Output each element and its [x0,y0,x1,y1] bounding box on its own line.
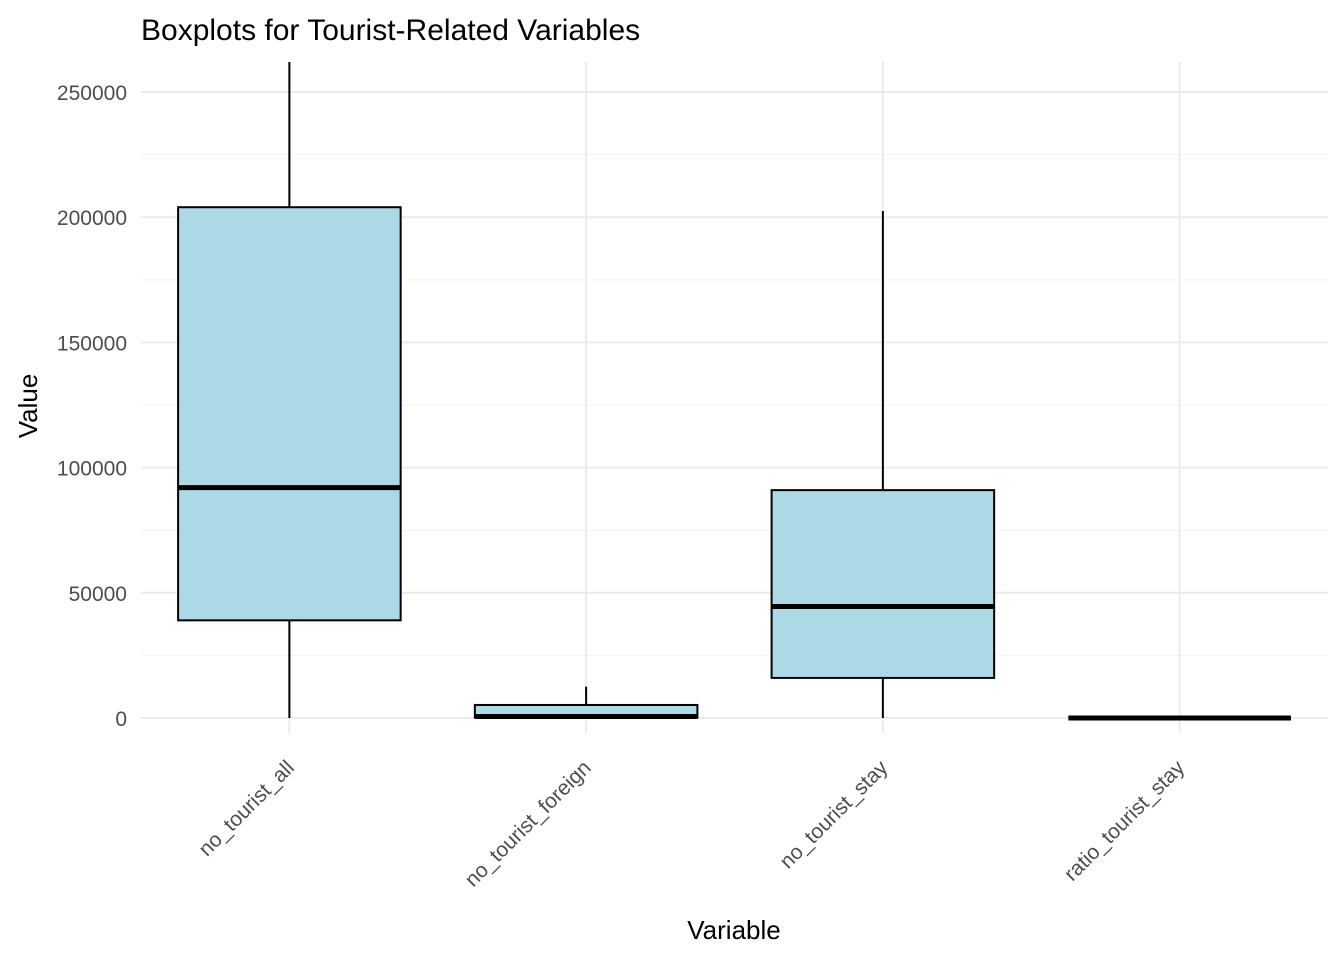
boxes [177,62,1291,721]
x-axis-title: Variable [687,915,780,945]
box-no_tourist_all [177,62,402,718]
y-tick-label: 100000 [57,458,127,481]
x-tick-label: no_tourist_stay [775,756,892,873]
y-axis-title: Value [13,374,43,439]
x-tick-label: ratio_tourist_stay [1060,756,1190,886]
y-tick-label: 0 [115,708,127,731]
y-tick-label: 250000 [57,82,127,105]
iqr-box [770,489,996,679]
x-tick-label: no_tourist_foreign [461,756,596,891]
iqr-box [177,206,402,622]
chart-title: Boxplots for Tourist-Related Variables [141,14,640,47]
box-no_tourist_foreign [473,686,699,719]
y-tick-label: 50000 [69,583,127,606]
box-no_tourist_stay [770,210,996,718]
x-tick-label: no_tourist_all [194,756,299,861]
y-tick-label: 150000 [57,332,127,355]
y-tick-label: 200000 [57,207,127,230]
